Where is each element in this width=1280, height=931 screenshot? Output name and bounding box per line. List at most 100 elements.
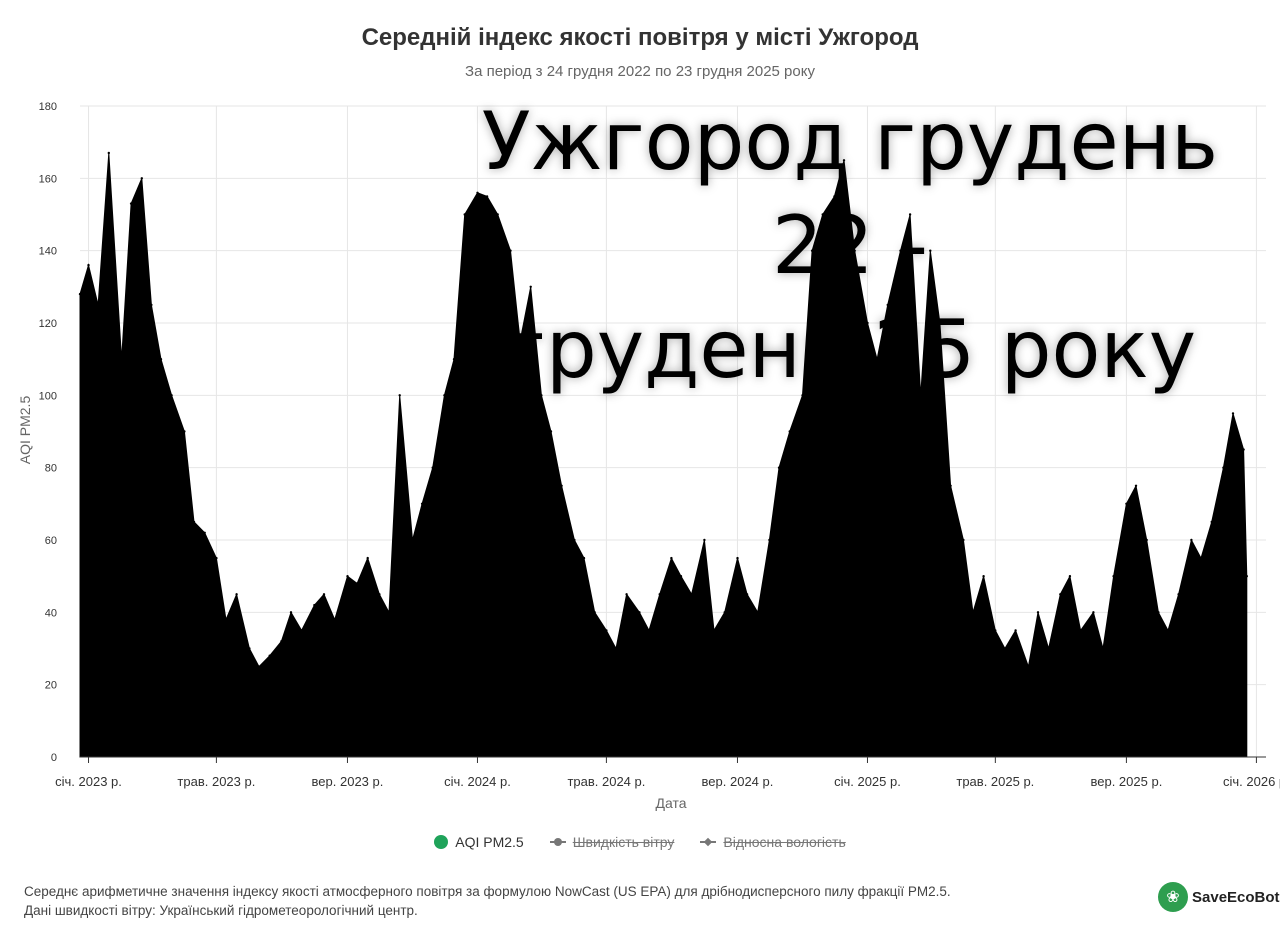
legend-item-humidity[interactable]: Відносна вологість (700, 834, 846, 850)
y-tick-labels: 0 20 40 60 80 100 120 140 160 180 (39, 101, 57, 764)
data-point (257, 665, 261, 668)
y-tick-label: 40 (45, 607, 57, 619)
data-point (107, 151, 111, 155)
footnote-line-1: Середнє арифметичне значення індексу яко… (24, 884, 951, 899)
data-point (690, 593, 693, 596)
data-point (170, 394, 173, 397)
data-point (183, 430, 186, 433)
data-point (280, 640, 283, 643)
x-tick-label: трав. 2024 р. (567, 774, 645, 789)
y-tick-label: 100 (39, 390, 57, 402)
data-point (235, 593, 238, 596)
data-point (670, 556, 673, 560)
data-point (638, 611, 641, 614)
x-tick-label: січ. 2023 р. (55, 774, 122, 789)
data-point (300, 629, 303, 632)
data-point (87, 263, 90, 267)
data-point (679, 575, 683, 578)
data-point (899, 249, 902, 252)
y-tick-label: 160 (39, 173, 57, 185)
data-point (1014, 629, 1017, 632)
data-point (518, 339, 522, 343)
data-point (1157, 611, 1160, 614)
data-point (614, 647, 618, 650)
data-point (573, 538, 576, 542)
data-point (810, 249, 814, 252)
overlay-caption: Ужгород грудень 22 - грудень 25 року (430, 90, 1270, 402)
data-point (736, 556, 739, 560)
data-point (605, 629, 608, 632)
data-point (1210, 520, 1213, 524)
data-point (203, 531, 206, 534)
data-point (476, 191, 479, 194)
data-point (560, 484, 563, 487)
data-point (866, 321, 869, 325)
data-point (540, 394, 543, 397)
data-point (159, 358, 163, 361)
data-point (756, 611, 759, 614)
data-point (549, 430, 553, 433)
x-tick-label: січ. 2026 р. (1223, 774, 1280, 789)
data-point (853, 249, 856, 252)
brand-name: SaveEcoBot (1192, 888, 1280, 906)
data-point (949, 484, 952, 487)
x-tick-label: січ. 2025 р. (834, 774, 901, 789)
data-point (1079, 629, 1082, 632)
data-point (777, 466, 781, 469)
leaf-icon: ❀ (1158, 882, 1188, 912)
data-point (788, 430, 791, 433)
data-point (919, 394, 922, 397)
data-point (129, 202, 133, 205)
y-tick-label: 120 (39, 318, 57, 330)
data-point (215, 556, 218, 560)
data-point (346, 575, 349, 578)
data-point (1003, 647, 1007, 650)
x-axis-title: Дата (655, 795, 686, 811)
aqi-series (78, 151, 1249, 758)
y-tick-label: 60 (45, 535, 57, 547)
data-point (1177, 593, 1180, 596)
x-tick-label: трав. 2023 р. (177, 774, 255, 789)
data-point (509, 249, 512, 252)
data-point (140, 177, 143, 180)
data-point (1092, 611, 1095, 614)
data-point (842, 159, 846, 162)
data-point (821, 213, 824, 216)
data-point (723, 611, 726, 614)
legend-item-aqi[interactable]: AQI PM2.5 (434, 834, 524, 850)
data-point (703, 538, 706, 542)
data-point (78, 292, 82, 296)
y-tick-label: 140 (39, 246, 57, 258)
data-point (962, 538, 965, 542)
data-point (745, 593, 749, 596)
x-tick-label: трав. 2025 р. (956, 774, 1034, 789)
data-point (96, 303, 100, 307)
data-point (420, 502, 424, 505)
data-point (1134, 484, 1138, 487)
legend-item-wind[interactable]: Швидкість вітру (549, 834, 675, 850)
x-tick-label: вер. 2024 р. (702, 774, 774, 789)
data-point (625, 593, 628, 596)
data-point (1190, 538, 1193, 542)
data-point (1047, 647, 1050, 650)
data-point (1112, 575, 1115, 578)
data-point (647, 629, 651, 632)
data-point (313, 603, 316, 607)
legend-dot-icon (434, 835, 449, 849)
chart-plot: 0 20 40 60 80 100 120 140 160 180 січ. 2023 р. тра… (17, 101, 1280, 811)
y-tick-label: 80 (45, 463, 57, 475)
legend-label-wind: Швидкість вітру (572, 834, 675, 850)
data-point (801, 394, 804, 397)
brand-logo[interactable]: ❀ SaveEcoBot (1158, 882, 1280, 912)
data-point (289, 611, 293, 614)
data-point (1059, 593, 1062, 596)
data-point (355, 582, 359, 585)
data-point (1145, 538, 1148, 542)
x-tick-label: вер. 2023 р. (312, 774, 384, 789)
data-point (387, 611, 391, 614)
legend-label-aqi: AQI PM2.5 (455, 834, 524, 850)
data-point (529, 285, 532, 288)
footnote-line-2: Дані швидкості вітру: Український гідром… (24, 903, 418, 918)
data-point (982, 575, 985, 578)
data-point (1199, 556, 1203, 560)
